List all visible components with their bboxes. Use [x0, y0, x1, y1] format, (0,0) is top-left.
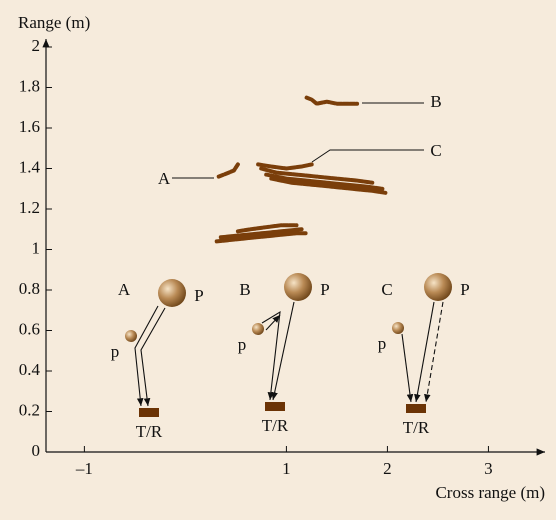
- y-tick-label: 0.4: [19, 360, 41, 379]
- y-tick-label: 0.8: [19, 279, 40, 298]
- ray: [140, 307, 166, 407]
- ray: [134, 305, 159, 407]
- y-tick-label: 0: [32, 441, 41, 460]
- y-tick-label: 1.4: [19, 157, 41, 176]
- x-tick-label: –1: [75, 459, 93, 478]
- small-label: p: [111, 342, 120, 361]
- x-tick-label: 1: [282, 459, 291, 478]
- x-tick-label: 3: [484, 459, 493, 478]
- echo-trace: [256, 162, 314, 171]
- transceiver-label: T/R: [403, 418, 430, 437]
- leader-line: [311, 149, 424, 163]
- annotation: A: [158, 169, 171, 188]
- y-tick-label: 1.8: [19, 76, 40, 95]
- transceiver-label: T/R: [136, 422, 163, 441]
- ray: [414, 301, 435, 403]
- y-tick-label: 1.6: [19, 117, 40, 136]
- large-sphere: [424, 273, 452, 301]
- ray: [401, 333, 414, 403]
- large-sphere: [284, 273, 312, 301]
- annotation: C: [430, 141, 441, 160]
- small-sphere: [252, 323, 264, 335]
- transceiver: [265, 402, 285, 411]
- large-label: P: [194, 286, 203, 305]
- echo-trace: [235, 223, 299, 234]
- y-tick-label: 2: [32, 36, 41, 55]
- transceiver: [139, 408, 159, 417]
- large-sphere: [158, 279, 186, 307]
- y-tick-label: 1.2: [19, 198, 40, 217]
- echo-trace: [269, 176, 388, 195]
- inset-label: B: [239, 280, 250, 299]
- small-sphere: [125, 330, 137, 342]
- x-axis-label: Cross range (m): [435, 483, 545, 502]
- echo-trace: [264, 172, 385, 191]
- echo-trace: [218, 227, 304, 240]
- ray: [261, 310, 281, 401]
- y-axis-label: Range (m): [18, 13, 90, 32]
- echo-trace: [214, 231, 308, 244]
- inset-label: A: [118, 280, 131, 299]
- small-label: p: [378, 334, 387, 353]
- transceiver: [406, 404, 426, 413]
- echo-trace: [259, 166, 375, 185]
- large-label: P: [320, 280, 329, 299]
- ray: [265, 314, 281, 331]
- small-sphere: [392, 322, 404, 334]
- echo-trace: [216, 162, 240, 179]
- y-tick-label: 0.2: [19, 400, 40, 419]
- inset-label: C: [381, 280, 392, 299]
- echo-trace: [304, 95, 360, 106]
- y-tick-label: 1: [32, 238, 41, 257]
- transceiver-label: T/R: [262, 416, 289, 435]
- ray: [424, 301, 444, 403]
- large-label: P: [460, 280, 469, 299]
- ray: [271, 301, 295, 401]
- annotation: B: [430, 92, 441, 111]
- x-tick-label: 2: [383, 459, 392, 478]
- y-tick-label: 0.6: [19, 319, 40, 338]
- small-label: p: [238, 335, 247, 354]
